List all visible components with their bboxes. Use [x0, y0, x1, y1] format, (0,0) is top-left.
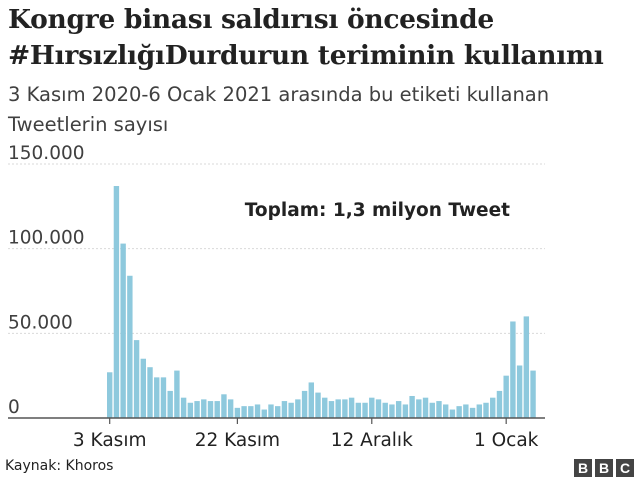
- bar: [409, 395, 415, 418]
- bar: [510, 321, 516, 418]
- bar: [140, 358, 146, 418]
- bar: [362, 402, 368, 418]
- bar: [322, 397, 328, 418]
- bar: [201, 399, 207, 418]
- bar: [389, 404, 395, 418]
- bar: [496, 390, 503, 418]
- bar: [315, 392, 321, 418]
- bar: [180, 397, 187, 418]
- bbc-logo: B B C: [574, 459, 634, 477]
- bar: [476, 404, 482, 418]
- bar: [490, 397, 496, 418]
- bar: [503, 375, 509, 418]
- y-tick-label: 0: [8, 397, 20, 418]
- bar: [436, 401, 442, 418]
- bar: [288, 402, 294, 418]
- bar: [516, 365, 523, 418]
- bar: [355, 402, 362, 418]
- bar: [248, 406, 254, 418]
- bar: [107, 372, 113, 418]
- bar: [147, 367, 153, 418]
- bar: [154, 377, 160, 418]
- x-axis: 3 Kasım 22 Kasım 12 Aralık 1 Ocak: [8, 417, 545, 451]
- chart-title: Kongre binası saldırısı öncesinde #Hırsı…: [8, 4, 604, 71]
- bar: [530, 370, 536, 418]
- bar: [463, 404, 469, 418]
- bar: [234, 407, 241, 418]
- bar: [113, 186, 120, 418]
- bar: [416, 399, 422, 418]
- bar: [214, 401, 220, 418]
- x-tick-label: 12 Aralık: [331, 430, 413, 451]
- total-annotation: Toplam: 1,3 milyon Tweet: [245, 200, 510, 221]
- y-tick-label: 100.000: [8, 228, 85, 249]
- bars: [107, 186, 536, 418]
- bar: [241, 406, 247, 418]
- bar: [395, 401, 402, 418]
- bar: [523, 316, 530, 418]
- bar: [301, 390, 308, 418]
- bar: [227, 399, 234, 418]
- bar: [443, 404, 449, 418]
- bar: [281, 401, 288, 418]
- bbc-logo-letter: B: [595, 459, 613, 477]
- bar: [348, 397, 355, 418]
- bar: [268, 404, 274, 418]
- bar: [254, 404, 261, 418]
- bar: [335, 399, 341, 418]
- bar: [275, 406, 281, 418]
- bar: [261, 409, 267, 418]
- bar: [120, 243, 126, 418]
- bar: [174, 370, 180, 418]
- source-note: Kaynak: Khoros: [5, 458, 114, 474]
- bar: [133, 340, 140, 418]
- bar: [167, 390, 173, 418]
- bar: [187, 402, 194, 418]
- bar: [221, 394, 227, 418]
- x-tick-label: 1 Ocak: [474, 430, 539, 451]
- bbc-logo-letter: B: [574, 459, 592, 477]
- bar: [369, 397, 375, 418]
- bar: [382, 402, 388, 418]
- bar: [456, 406, 462, 418]
- bar: [160, 377, 167, 418]
- y-tick-label: 50.000: [8, 312, 73, 333]
- bar: [342, 399, 348, 418]
- bar: [207, 401, 214, 418]
- x-tick-label: 22 Kasım: [195, 430, 280, 451]
- bbc-logo-letter: C: [616, 459, 634, 477]
- bar: [308, 382, 314, 418]
- bar: [127, 275, 133, 418]
- bar: [483, 402, 489, 418]
- bar: [194, 401, 200, 418]
- chart-subtitle: 3 Kasım 2020-6 Ocak 2021 arasında bu eti…: [8, 83, 550, 136]
- y-axis-ticks: 0 50.000 100.000 150.000: [8, 143, 85, 418]
- bar: [422, 397, 429, 418]
- bar: [375, 399, 382, 418]
- y-tick-label: 150.000: [8, 143, 85, 164]
- x-tick-label: 3 Kasım: [73, 430, 147, 451]
- bar: [469, 407, 476, 418]
- bar: [295, 399, 301, 418]
- bar: [328, 401, 335, 418]
- bar: [429, 402, 435, 418]
- gridlines: [8, 163, 545, 334]
- bar: [402, 404, 409, 418]
- bar: [449, 409, 456, 418]
